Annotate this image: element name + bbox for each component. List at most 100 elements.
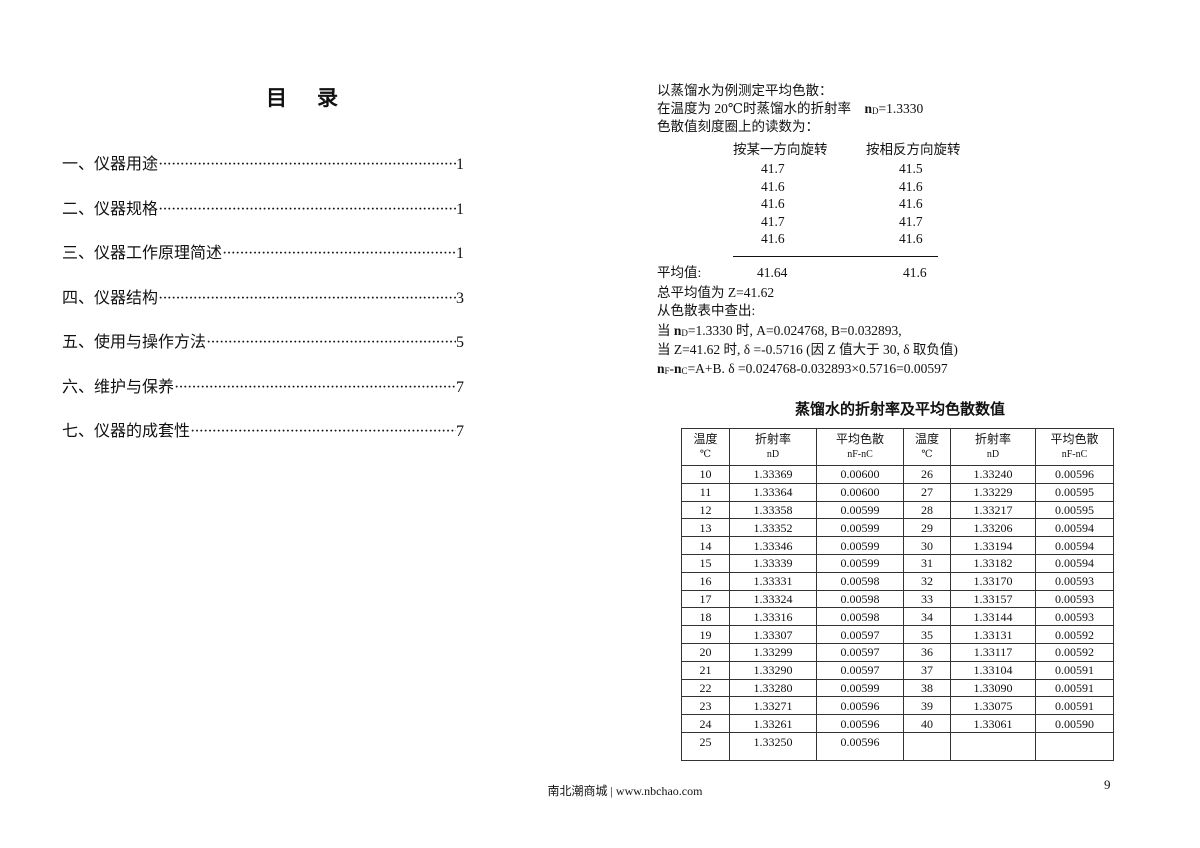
table-cell: 26 xyxy=(903,465,951,484)
table-cell: 0.00597 xyxy=(816,660,904,680)
table-cell: 0.00597 xyxy=(816,642,904,662)
table-cell xyxy=(950,731,1036,761)
column-header: 平均色散 nF-nC xyxy=(816,428,904,466)
table-cell: 1.33170 xyxy=(950,571,1036,591)
column-header-label: 平均色散 xyxy=(835,432,884,446)
lookup-text: 从色散表中查出: xyxy=(657,303,756,318)
table-cell: 0.00598 xyxy=(816,589,904,609)
toc-item[interactable]: 五、使用与操作方法 ·······························… xyxy=(62,333,464,353)
table-cell: 40 xyxy=(903,714,951,733)
table-cell: 1.33339 xyxy=(729,553,817,573)
footer: 南北潮商城 | www.nbchao.com xyxy=(547,784,703,798)
table-cell: 1.33352 xyxy=(729,518,817,538)
table-cell: 35 xyxy=(903,625,951,644)
table-cell: 0.00596 xyxy=(816,731,904,761)
table-cell: 1.33206 xyxy=(950,518,1036,538)
table-row: 25 1.33250 0.00596 xyxy=(681,731,1114,761)
column-header: 折射率 nD xyxy=(950,428,1036,466)
table-cell: 0.00593 xyxy=(1035,607,1114,627)
table-cell: 0.00595 xyxy=(1035,500,1114,520)
table-cell: 1.33364 xyxy=(729,482,817,502)
reading-reverse: 41.6 xyxy=(899,196,923,211)
table-cell: 1.33346 xyxy=(729,536,817,555)
table-cell: 37 xyxy=(903,660,951,680)
table-cell: 0.00593 xyxy=(1035,571,1114,591)
toc-item-page: 1 xyxy=(456,245,464,262)
toc-item[interactable]: 三、仪器工作原理简述 ······························… xyxy=(62,244,464,264)
table-cell: 0.00593 xyxy=(1035,589,1114,609)
column-header-label: 温度 xyxy=(693,432,718,446)
table-cell: 0.00590 xyxy=(1035,714,1114,733)
column-header-label: 折射率 xyxy=(754,432,791,446)
table-cell: 1.33369 xyxy=(729,465,817,484)
toc-item-page: 1 xyxy=(456,200,464,218)
table-cell: 1.33261 xyxy=(729,714,817,733)
table-cell: 21 xyxy=(681,660,730,680)
table-cell: 30 xyxy=(903,536,951,555)
table-cell: 31 xyxy=(903,553,951,573)
reading-forward: 41.6 xyxy=(761,231,785,246)
toc-item[interactable]: 六、维护与保养 ·································… xyxy=(62,378,464,398)
page-number: 9 xyxy=(1104,777,1111,792)
column-header-unit: nD xyxy=(766,449,780,460)
table-cell: 33 xyxy=(903,589,951,609)
table-cell: 0.00591 xyxy=(1035,678,1114,698)
table-cell: 1.33307 xyxy=(729,625,817,644)
toc-leader-dots: ········································… xyxy=(158,200,456,218)
toc-item-page: 3 xyxy=(456,289,464,307)
table-cell: 38 xyxy=(903,678,951,698)
toc-leader-dots: ········································… xyxy=(174,378,456,396)
table-cell: 1.33358 xyxy=(729,500,817,520)
table-row: 19 1.33307 0.00597 35 1.33131 0.00592 xyxy=(681,625,1114,644)
divider xyxy=(733,256,938,257)
average-label: 平均值: xyxy=(657,265,702,280)
table-cell: 1.33131 xyxy=(950,625,1036,644)
table-cell: 24 xyxy=(681,714,730,733)
table-row: 21 1.33290 0.00597 37 1.33104 0.00591 xyxy=(681,660,1114,680)
table-cell: 0.00599 xyxy=(816,518,904,538)
table-cell: 19 xyxy=(681,625,730,644)
table-row: 23 1.33271 0.00596 39 1.33075 0.00591 xyxy=(681,696,1114,716)
table-cell: 0.00600 xyxy=(816,465,904,484)
toc-item[interactable]: 七、仪器的成套性 ································… xyxy=(62,422,464,442)
column-header-label: 折射率 xyxy=(974,432,1011,446)
table-cell: 1.33250 xyxy=(729,731,817,761)
column-header-label: 平均色散 xyxy=(1050,432,1099,446)
table-cell: 23 xyxy=(681,696,730,716)
table-cell: 0.00594 xyxy=(1035,518,1114,538)
table-header-row: 温度 ℃ 折射率 nD 平均色散 nF-nC 温度 ℃ 折射率 nD 平均色散 nF-nC xyxy=(681,428,1114,466)
table-cell: 16 xyxy=(681,571,730,591)
column-header: 折射率 nD xyxy=(729,428,817,466)
table-cell: 12 xyxy=(681,500,730,520)
toc-item[interactable]: 四、仪器结构 ··································… xyxy=(62,289,464,309)
table-cell: 17 xyxy=(681,589,730,609)
toc-item-page: 7 xyxy=(456,378,464,396)
table-row: 18 1.33316 0.00598 34 1.33144 0.00593 xyxy=(681,607,1114,627)
total-average: 总平均值为 Z=41.62 xyxy=(657,285,775,300)
toc-item-page: 1 xyxy=(456,156,464,173)
column-header: 温度 ℃ xyxy=(903,428,951,466)
table-cell: 10 xyxy=(681,465,730,484)
table-cell: 1.33075 xyxy=(950,696,1036,716)
toc-leader-dots: ········································… xyxy=(190,423,456,440)
table-cell: 1.33271 xyxy=(729,696,817,716)
table-cell: 1.33104 xyxy=(950,660,1036,680)
line-a: 当 nD=1.3330 时, A=0.024768, B=0.032893, xyxy=(657,323,902,338)
column-header-unit: nF-nC xyxy=(847,449,873,460)
table-cell: 0.00599 xyxy=(816,553,904,573)
toc-item[interactable]: 二、仪器规格 ··································… xyxy=(62,200,464,220)
reading-reverse: 41.6 xyxy=(899,178,923,194)
table-row: 10 1.33369 0.00600 26 1.33240 0.00596 xyxy=(681,465,1114,484)
reading-reverse: 41.5 xyxy=(899,161,923,176)
toc-item-label: 三、仪器工作原理简述 xyxy=(62,245,223,262)
table-cell: 0.00596 xyxy=(1035,465,1114,484)
table-row: 15 1.33339 0.00599 31 1.33182 0.00594 xyxy=(681,553,1114,573)
table-row: 24 1.33261 0.00596 40 1.33061 0.00590 xyxy=(681,714,1114,733)
toc-item-label: 七、仪器的成套性 xyxy=(62,423,191,440)
toc-item[interactable]: 一、仪器用途 ··································… xyxy=(62,155,464,175)
table-row: 11 1.33364 0.00600 27 1.33229 0.00595 xyxy=(681,482,1114,502)
column-header-unit: nF-nC xyxy=(1061,449,1088,460)
table-cell: 1.33061 xyxy=(950,714,1036,733)
table-cell: 1.33316 xyxy=(729,607,817,627)
reading-forward: 41.7 xyxy=(761,213,785,229)
